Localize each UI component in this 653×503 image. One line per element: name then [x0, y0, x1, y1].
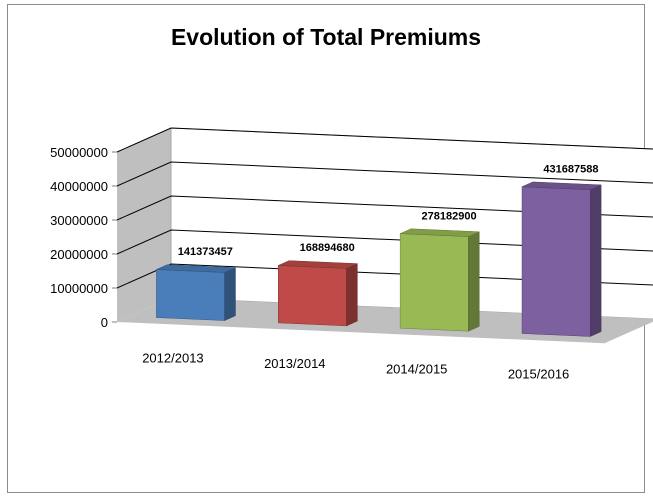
data-label: 278182900	[422, 210, 477, 222]
y-axis-tick-labels: 0 10000000 20000000 30000000 40000000 5000000…	[50, 145, 108, 330]
data-label: 168894680	[300, 242, 355, 254]
bar-top	[400, 228, 480, 237]
data-label: 141373457	[178, 246, 233, 258]
category-label: 2015/2016	[508, 367, 569, 382]
gridline	[116, 263, 653, 289]
y-tick-label: 40000000	[50, 179, 108, 194]
floor	[117, 298, 653, 344]
bar-side	[346, 263, 358, 327]
bar-2015/2016	[521, 181, 602, 337]
bar-2014/2015	[399, 228, 480, 332]
bar-side	[224, 267, 236, 321]
bar-2013/2014	[278, 260, 358, 327]
bar-top	[521, 181, 602, 190]
bar-front	[156, 269, 225, 321]
gridline	[116, 161, 653, 187]
bar-top	[278, 260, 358, 269]
bar-front	[399, 233, 469, 332]
y-tick-label: 50000000	[50, 145, 108, 160]
y-tick-label: 10000000	[50, 281, 108, 296]
data-labels: 141373457 168894680 278182900 431687588	[178, 163, 599, 258]
chart-title: Evolution of Total Premiums	[171, 24, 481, 50]
y-tick-label: 30000000	[50, 213, 108, 228]
data-label: 431687588	[543, 163, 598, 175]
y-tick-label: 0	[101, 315, 108, 330]
gridlines	[112, 127, 653, 323]
category-label: 2014/2015	[386, 361, 447, 376]
gridline	[116, 127, 653, 153]
y-tick-label: 20000000	[50, 247, 108, 262]
gridline	[116, 229, 653, 255]
bar-front	[521, 186, 591, 337]
x-axis-category-labels: 2012/2013 2013/2014 2014/2015 2015/2016	[142, 351, 569, 382]
gridline	[116, 195, 653, 221]
category-label: 2013/2014	[264, 356, 325, 371]
bar-front	[278, 265, 347, 327]
bar-side	[590, 184, 602, 337]
bars	[156, 181, 602, 337]
bar-side	[468, 231, 480, 332]
bar-2012/2013	[156, 264, 236, 321]
category-label: 2012/2013	[142, 351, 203, 366]
bar-top	[156, 264, 236, 273]
